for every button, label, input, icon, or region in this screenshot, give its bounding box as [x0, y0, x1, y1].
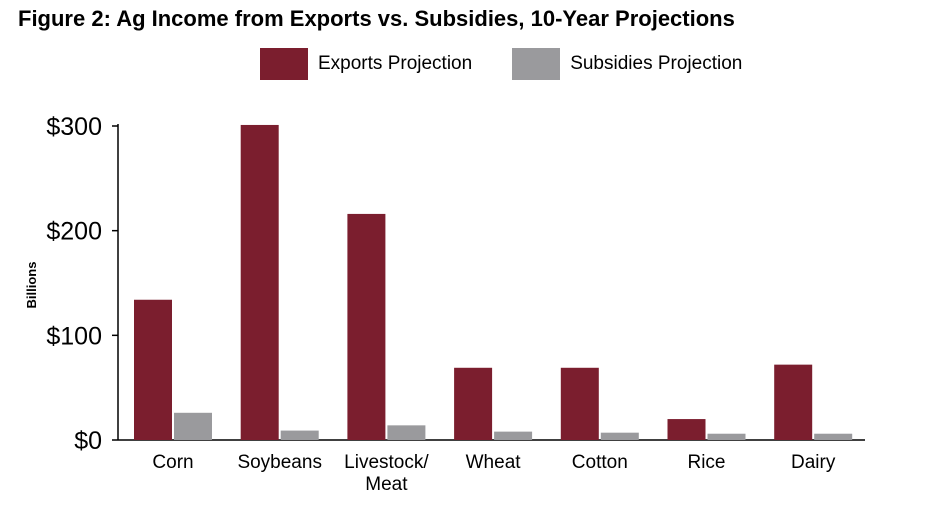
bar-subsidies — [280, 430, 319, 440]
x-tick-label: Wheat — [466, 452, 522, 473]
bar-exports — [134, 299, 172, 440]
bar-subsidies — [387, 425, 426, 440]
x-tick-label: Rice — [687, 452, 725, 473]
bar-subsidies — [600, 432, 639, 440]
legend-swatch-exports — [260, 48, 308, 80]
chart-legend: Exports Projection Subsidies Projection — [260, 48, 782, 80]
bar-exports — [667, 419, 706, 440]
x-tick-label: Livestock/ — [344, 452, 429, 473]
bar-subsidies — [814, 433, 853, 440]
bar-subsidies — [174, 412, 212, 440]
y-tick-label: $300 — [46, 113, 102, 141]
x-tick-label: Cotton — [572, 452, 628, 473]
y-tick-label: $0 — [74, 427, 102, 455]
legend-label-exports: Exports Projection — [318, 53, 473, 74]
y-axis-label: Billions — [24, 262, 39, 309]
bar-subsidies — [707, 433, 746, 440]
y-tick-label: $100 — [46, 322, 102, 350]
legend-item-exports: Exports Projection — [260, 48, 472, 80]
x-tick-label: Meat — [365, 474, 408, 495]
x-tick-label: Dairy — [791, 452, 836, 473]
bar-exports — [240, 124, 279, 440]
bar-exports — [454, 367, 493, 440]
legend-item-subsidies: Subsidies Projection — [512, 48, 742, 80]
bar-exports — [347, 213, 386, 440]
y-tick-label: $200 — [46, 218, 102, 246]
bar-exports — [774, 364, 813, 440]
bar-subsidies — [494, 431, 533, 440]
x-tick-label: Soybeans — [237, 452, 322, 473]
legend-swatch-subsidies — [512, 48, 561, 80]
chart-title: Figure 2: Ag Income from Exports vs. Sub… — [18, 6, 735, 31]
x-tick-label: Corn — [152, 452, 193, 473]
bar-exports — [560, 367, 599, 440]
legend-label-subsidies: Subsidies Projection — [570, 53, 743, 74]
